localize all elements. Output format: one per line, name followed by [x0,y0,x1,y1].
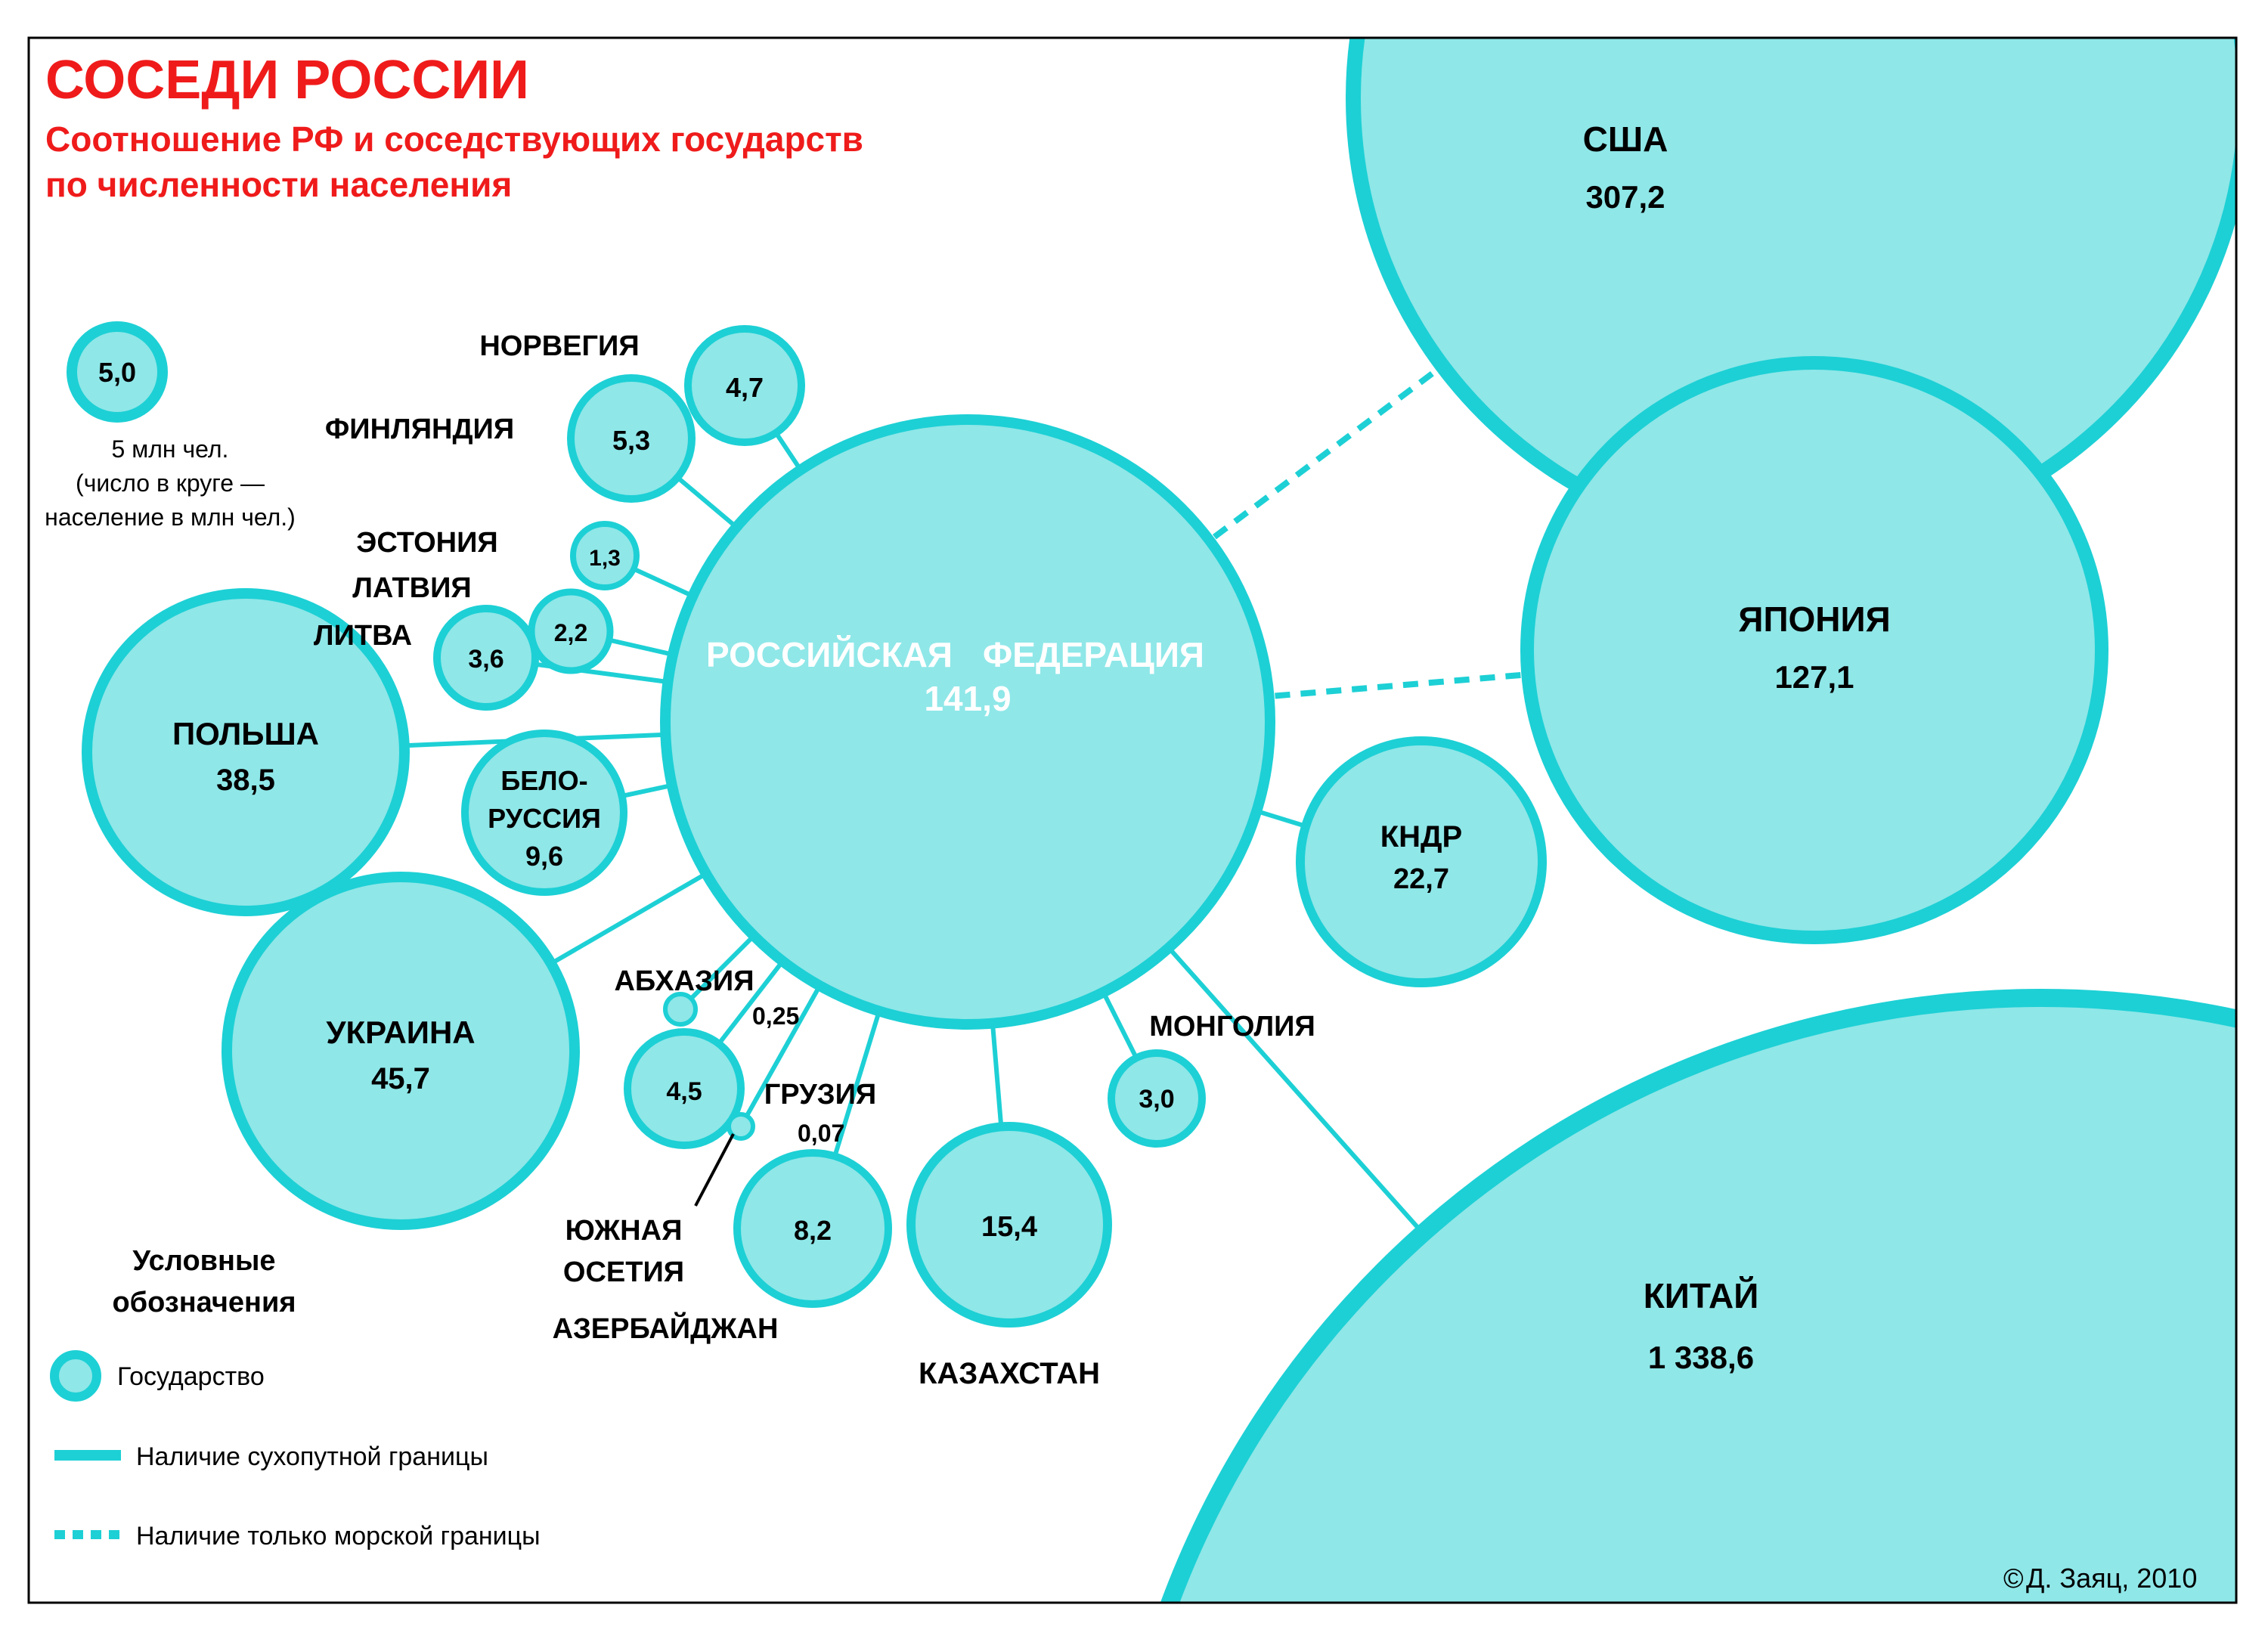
title-line1: СОСЕДИ РОССИИ [45,50,529,110]
value-dprk: 22,7 [1393,863,1449,895]
value-mongolia: 3,0 [1139,1085,1174,1114]
label-lithuania: ЛИТВА [314,620,412,652]
label-usa: США [1583,119,1668,159]
value-norway: 4,7 [726,372,764,403]
russia-label-1: РОССИЙСКАЯ [706,635,953,674]
label-finland: ФИНЛЯНДИЯ [325,414,514,445]
label-latvia: ЛАТВИЯ [352,572,472,604]
diagram-svg: РОССИЙСКАЯ ФЕДЕРАЦИЯ 141,9 США 307,2 ЯПОНИЯ 12… [0,0,2268,1642]
value-latvia: 2,2 [554,619,587,646]
legend-heading-2: обозначения [112,1287,296,1318]
russia-label-2: ФЕДЕРАЦИЯ [983,635,1204,674]
label-estonia: ЭСТОНИЯ [356,527,497,559]
value-s_ossetia: 0,07 [798,1120,844,1147]
value-japan: 127,1 [1774,659,1854,695]
legend-ref-text1: 5 млн чел. [112,435,229,463]
label-poland: ПОЛЬША [172,716,319,751]
legend-ref-text3: население в млн чел.) [45,503,296,531]
value-usa: 307,2 [1585,179,1665,215]
title-line2: Соотношение РФ и соседствующих государст… [45,119,863,159]
label-s_ossetia: ЮЖНАЯ [565,1215,683,1247]
value-lithuania: 3,6 [468,645,503,674]
label2-belarus: РУССИЯ [488,803,601,834]
diagram-root: РОССИЙСКАЯ ФЕДЕРАЦИЯ 141,9 США 307,2 ЯПОНИЯ 12… [0,0,2268,1642]
label-abkhazia: АБХАЗИЯ [614,965,754,997]
bubble-russia [665,420,1270,1024]
legend-ref-text2: (число в круге — [76,469,265,497]
legend-swatch-0 [54,1355,97,1397]
value-ukraine: 45,7 [371,1062,430,1095]
value-china: 1 338,6 [1648,1340,1754,1375]
credit-symbol: © [2003,1563,2024,1594]
label-belarus: БЕЛО- [500,765,587,796]
legend-label-0: Государство [117,1362,265,1391]
label-dprk: КНДР [1380,820,1462,854]
legend-heading-1: Условные [132,1245,275,1277]
label-mongolia: МОНГОЛИЯ [1149,1011,1315,1043]
bubble-ukraine [227,877,575,1225]
value-georgia: 4,5 [666,1077,702,1106]
value-belarus: 9,6 [525,841,563,872]
label-georgia: ГРУЗИЯ [764,1079,876,1111]
label-norway: НОРВЕГИЯ [479,330,639,362]
bubble-japan [1527,363,2102,937]
clipped-content: РОССИЙСКАЯ ФЕДЕРАЦИЯ 141,9 США 307,2 ЯПОНИЯ 12… [29,0,2268,1642]
value-finland: 5,3 [612,425,650,456]
label-china: КИТАЙ [1644,1276,1759,1315]
value-abkhazia: 0,25 [752,1002,799,1030]
value-kazakhstan: 15,4 [981,1211,1037,1243]
bubble-dprk [1300,741,1542,983]
russia-value: 141,9 [924,679,1011,718]
value-poland: 38,5 [216,764,275,797]
credit-text: Д. Заяц, 2010 [2026,1563,2197,1594]
legend-ref-value: 5,0 [98,357,136,388]
label-japan: ЯПОНИЯ [1738,599,1890,639]
label-kazakhstan: КАЗАХСТАН [919,1357,1100,1390]
value-estonia: 1,3 [589,546,621,571]
label-ukraine: УКРАИНА [326,1015,475,1050]
bubble-abkhazia [665,994,696,1024]
legend-label-2: Наличие только морской границы [136,1522,541,1551]
legend-label-1: Наличие сухопутной границы [136,1442,488,1471]
title-line3: по численности населения [45,165,512,204]
label2-s_ossetia: ОСЕТИЯ [563,1256,684,1288]
value-azerbaijan: 8,2 [794,1215,832,1246]
label-azerbaijan: АЗЕРБАЙДЖАН [553,1311,779,1345]
